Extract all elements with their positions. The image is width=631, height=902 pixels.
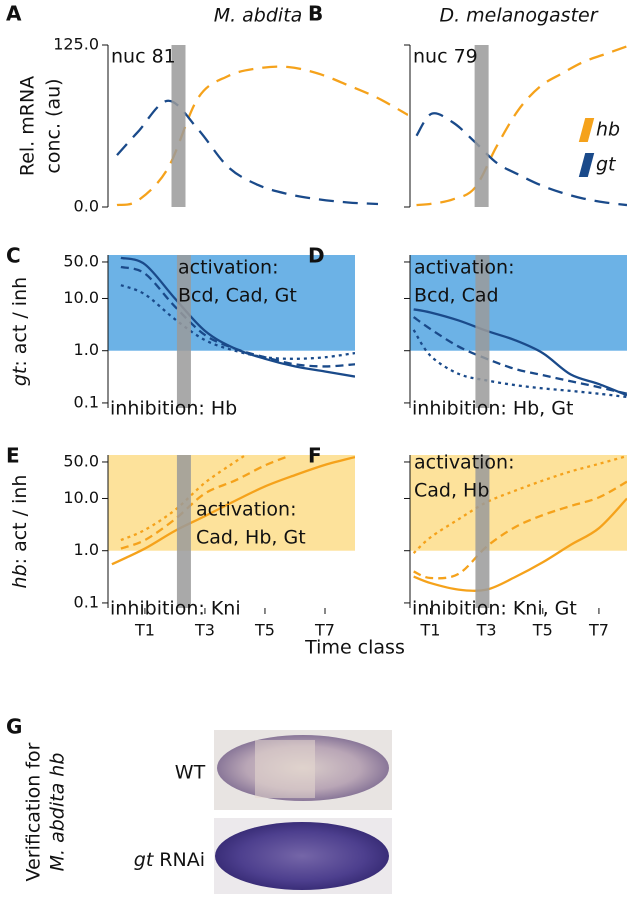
- panel-letter: G: [6, 715, 22, 739]
- data-line: [111, 455, 355, 566]
- y-axis-title-italic: hb: [9, 564, 31, 588]
- column-title: D. melanogaster: [439, 5, 598, 27]
- y-axis-title-rest: : act / inh: [9, 475, 31, 565]
- highlight-bar: [474, 45, 489, 207]
- data-line: [412, 316, 627, 395]
- y-tick-label: 1.0: [74, 340, 99, 359]
- image-label: gt RNAi: [134, 849, 205, 871]
- inhibition-text: inhibition: Hb, Gt: [412, 398, 573, 420]
- y-axis-title-rest: : act / inh: [9, 277, 31, 367]
- legend-swatch: [578, 153, 595, 177]
- activation-text: Bcd, Cad: [414, 285, 499, 307]
- x-axis-title: Time class: [304, 637, 405, 659]
- data-line: [412, 329, 627, 399]
- x-tick-label: T1: [420, 621, 441, 640]
- x-tick-label: T5: [532, 621, 553, 640]
- data-line: [412, 455, 627, 554]
- panel-letter: D: [308, 244, 325, 268]
- y-axis-title: conc. (au): [43, 78, 65, 173]
- x-tick-label: T7: [588, 621, 609, 640]
- x-tick-label: T1: [134, 621, 155, 640]
- y-axis-title-italic: gt: [9, 365, 31, 386]
- data-line: [120, 284, 355, 360]
- g-ylabel: Verification for: [23, 742, 45, 881]
- embryo-image: [215, 822, 389, 890]
- activation-text: activation:: [414, 452, 515, 474]
- image-label-italic: gt: [134, 849, 155, 871]
- highlight-bar: [475, 255, 490, 408]
- y-tick-label: 125.0: [53, 35, 99, 54]
- data-line: [116, 99, 379, 206]
- y-tick-label: 0.1: [74, 392, 99, 411]
- panel-letter: E: [6, 444, 20, 468]
- data-line: [120, 265, 355, 368]
- g-ylabel: M. abdita hb: [47, 753, 69, 872]
- y-tick-label: 50.0: [63, 451, 99, 470]
- panel-letter: A: [6, 2, 22, 26]
- activation-text: Bcd, Cad, Gt: [178, 285, 297, 307]
- panel-letter: F: [308, 444, 322, 468]
- legend-label: gt: [596, 154, 617, 176]
- x-tick-label: T5: [254, 621, 275, 640]
- data-line: [116, 65, 408, 207]
- data-line: [413, 308, 627, 397]
- panel-letter: C: [6, 244, 21, 268]
- highlight-bar: [176, 255, 191, 408]
- activation-text: Cad, Hb: [414, 480, 489, 502]
- y-tick-label: 50.0: [63, 251, 99, 270]
- activation-text: activation:: [414, 257, 515, 279]
- activation-text: activation:: [196, 499, 297, 521]
- annotation: nuc 81: [111, 46, 176, 68]
- legend-swatch: [578, 118, 595, 142]
- legend-label: hb: [596, 119, 620, 141]
- image-label-rest: RNAi: [159, 849, 205, 871]
- activation-band: [410, 255, 627, 351]
- embryo-band: [255, 740, 315, 798]
- y-axis-title: Rel. mRNA: [17, 76, 39, 176]
- x-tick-label: T3: [476, 621, 497, 640]
- annotation: nuc 79: [413, 46, 478, 68]
- x-tick-label: T7: [314, 621, 335, 640]
- inhibition-text: inhibition: Hb: [110, 398, 237, 420]
- y-axis-title: gt: act / inh: [9, 277, 31, 386]
- panel-letter: B: [308, 2, 323, 26]
- column-title: M. abdita: [214, 5, 303, 27]
- inhibition-text: inhibition: Kni, Gt: [412, 598, 577, 620]
- activation-text: Cad, Hb, Gt: [196, 527, 306, 549]
- highlight-bar: [475, 455, 490, 608]
- highlight-bar: [176, 455, 191, 608]
- x-tick-label: T3: [194, 621, 215, 640]
- data-line: [413, 480, 627, 580]
- data-line: [416, 45, 627, 207]
- data-line: [413, 497, 627, 592]
- y-tick-label: 10.0: [63, 488, 99, 507]
- y-tick-label: 0.0: [74, 197, 99, 216]
- y-tick-label: 0.1: [74, 592, 99, 611]
- y-tick-label: 1.0: [74, 540, 99, 559]
- y-tick-label: 10.0: [63, 288, 99, 307]
- activation-text: activation:: [178, 257, 279, 279]
- data-line: [120, 455, 245, 542]
- y-axis-title: hb: act / inh: [9, 475, 31, 589]
- inhibition-text: inhibition: Kni: [110, 598, 241, 620]
- activation-band: [108, 255, 355, 351]
- image-label: WT: [175, 762, 206, 784]
- highlight-bar: [171, 45, 186, 207]
